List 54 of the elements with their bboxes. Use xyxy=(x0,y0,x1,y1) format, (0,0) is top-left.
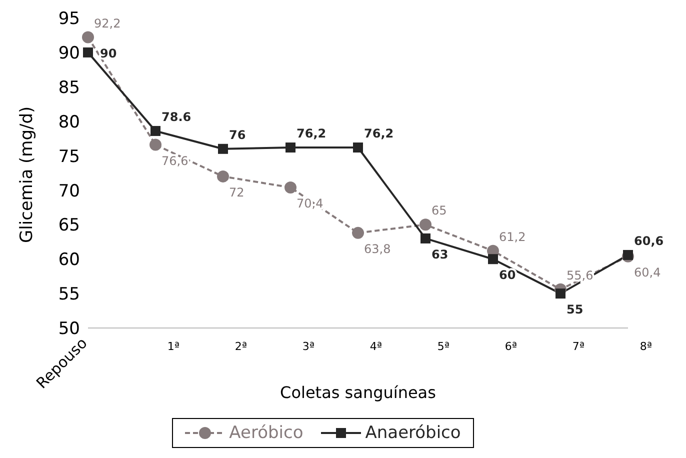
data-label: 55 xyxy=(566,302,584,317)
point xyxy=(420,218,432,231)
y-tick-label: 95 xyxy=(58,9,80,30)
y-tick-label: 85 xyxy=(58,78,80,98)
x-axis-title: Coletas sanguíneas xyxy=(280,383,436,402)
point xyxy=(82,31,94,44)
data-label: 76,2 xyxy=(296,126,326,141)
point xyxy=(150,138,162,151)
point xyxy=(488,254,498,264)
y-tick-label: 60 xyxy=(58,250,80,270)
y-tick-label: 80 xyxy=(58,112,80,132)
data-label: 76,2 xyxy=(364,126,394,141)
data-label: 60,4 xyxy=(634,265,661,280)
x-tick-label: 5ª xyxy=(437,340,450,353)
data-label: 60,6 xyxy=(634,234,664,248)
point xyxy=(353,142,363,153)
point xyxy=(217,170,229,182)
data-label: 63 xyxy=(432,247,448,262)
data-label: 65 xyxy=(432,204,447,218)
y-tick-label: 70 xyxy=(58,181,80,202)
point xyxy=(623,250,633,260)
legend-label: Aeróbico xyxy=(229,423,304,443)
point xyxy=(556,288,566,299)
y-tick-label: 90 xyxy=(58,43,80,64)
y-tick-label: 50 xyxy=(58,319,80,340)
data-label: 70,4 xyxy=(296,196,324,210)
point xyxy=(420,233,430,244)
y-tick-label: 65 xyxy=(58,216,80,236)
x-tick-label: 7ª xyxy=(572,340,585,353)
data-label: 72 xyxy=(229,185,244,200)
data-label: 78.6 xyxy=(162,110,192,124)
x-tick-label: 6ª xyxy=(504,340,518,353)
data-label: 61,2 xyxy=(499,230,526,244)
x-tick-label: 2ª xyxy=(234,340,248,353)
data-label: 76 xyxy=(229,128,246,142)
data-label: 90 xyxy=(100,46,117,60)
legend-label: Anaeróbico xyxy=(365,423,461,443)
point xyxy=(286,142,296,153)
x-tick-label: 4ª xyxy=(370,340,382,353)
point xyxy=(83,47,93,58)
data-label: 92,2 xyxy=(94,16,121,30)
y-axis-title: Glicemia (mg/d) xyxy=(17,106,38,243)
y-tick-label: 75 xyxy=(58,146,80,167)
x-tick-label: 3ª xyxy=(302,340,315,353)
point xyxy=(352,226,364,239)
point xyxy=(284,181,296,194)
point xyxy=(150,126,160,136)
data-label: 63,8 xyxy=(364,242,391,256)
y-tick-label: 55 xyxy=(58,284,80,305)
point xyxy=(218,144,228,154)
data-label: 60 xyxy=(499,268,516,282)
data-label: 76,6 xyxy=(162,154,188,168)
x-tick-label: 1ª xyxy=(167,340,180,353)
x-tick-label: 8ª xyxy=(640,340,652,353)
